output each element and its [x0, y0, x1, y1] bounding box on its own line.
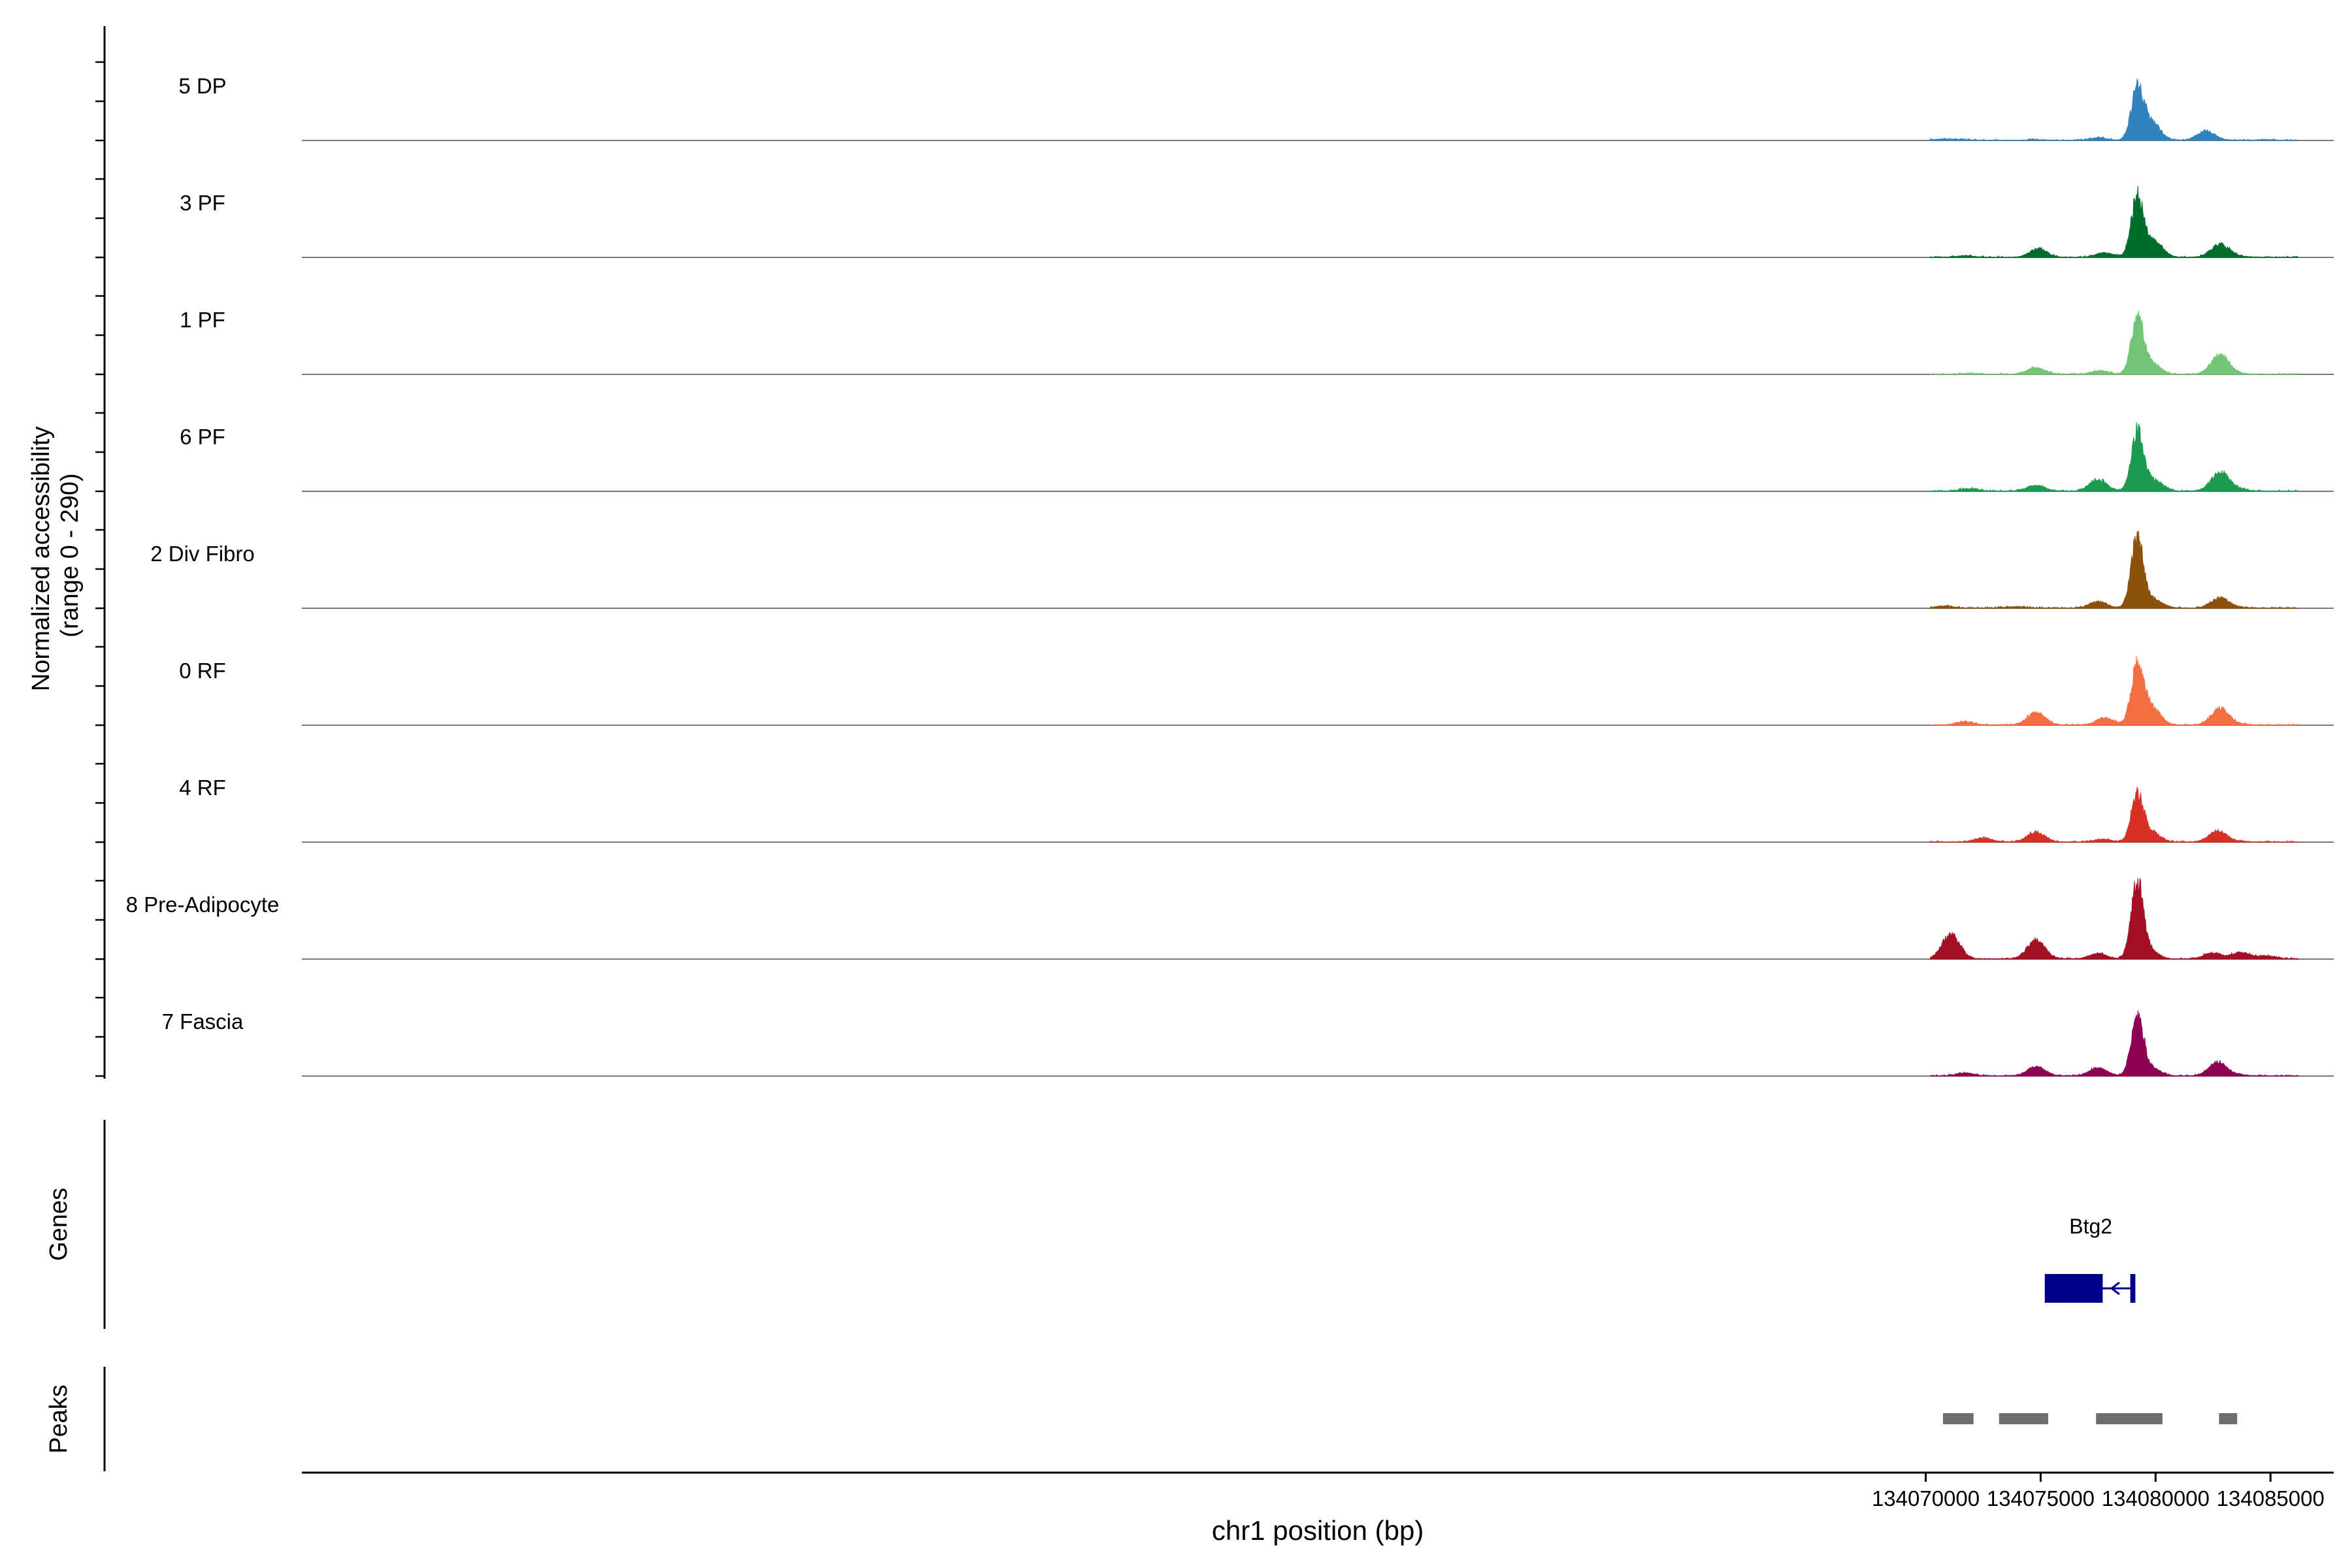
- track-6-pf: 6 PF: [180, 422, 2334, 492]
- gene-exon: [2130, 1274, 2136, 1303]
- x-tick-label: 134075000: [1987, 1486, 2095, 1511]
- gene-exon: [2044, 1274, 2103, 1303]
- track-2-div-fibro: 2 Div Fibro: [150, 531, 2334, 609]
- track-8-pre-adipocyte: 8 Pre-Adipocyte: [126, 877, 2334, 960]
- track-label: 0 RF: [179, 659, 226, 683]
- x-tick-label: 134080000: [2102, 1486, 2210, 1511]
- track-label: 7 Fascia: [162, 1009, 244, 1034]
- peak-bar: [1942, 1413, 1974, 1424]
- track-label: 3 PF: [180, 191, 225, 215]
- track-signal: [1930, 310, 2299, 375]
- track-signal: [1930, 531, 2298, 609]
- track-label: 1 PF: [180, 308, 225, 332]
- track-signal: [1930, 877, 2299, 960]
- y-axis-label: Normalized accessibility (range 0 - 290): [27, 419, 84, 691]
- peaks-track-label: Peaks: [45, 1384, 73, 1454]
- x-axis-label: chr1 position (bp): [1212, 1515, 1424, 1546]
- peaks-track: Peaks: [45, 1367, 2238, 1471]
- track-signal: [1930, 78, 2298, 141]
- track-signal: [1930, 186, 2299, 258]
- track-signal: [1930, 422, 2300, 492]
- track-3-pf: 3 PF: [180, 186, 2334, 258]
- track-7-fascia: 7 Fascia: [162, 1009, 2334, 1077]
- track-signal: [1930, 1010, 2299, 1077]
- gene-strand-arrow: [2110, 1281, 2120, 1296]
- track-1-pf: 1 PF: [180, 308, 2334, 375]
- x-tick-label: 134070000: [1872, 1486, 1980, 1511]
- peak-bar: [2219, 1413, 2238, 1424]
- genes-track-label: Genes: [45, 1188, 73, 1261]
- gene-name-label: Btg2: [2069, 1215, 2112, 1238]
- gene-btg2: Btg2: [2044, 1215, 2136, 1303]
- track-label: 6 PF: [180, 425, 225, 449]
- genes-track: Genes Btg2: [45, 1120, 2136, 1329]
- track-label: 8 Pre-Adipocyte: [126, 892, 280, 917]
- y-axis-label-line1: Normalized accessibility: [27, 427, 55, 691]
- track-label: 4 RF: [179, 776, 226, 800]
- x-tick-label: 134085000: [2217, 1486, 2325, 1511]
- track-label: 2 Div Fibro: [150, 542, 255, 566]
- track-label: 5 DP: [178, 74, 226, 98]
- track-5-dp: 5 DP: [178, 74, 2334, 141]
- track-4-rf: 4 RF: [179, 776, 2334, 843]
- track-0-rf: 0 RF: [179, 655, 2334, 726]
- peak-bar: [1999, 1413, 2049, 1424]
- y-axis-label-line2: (range 0 - 290): [56, 473, 84, 637]
- track-signal: [1930, 786, 2299, 843]
- coverage-y-axis: [95, 26, 106, 1079]
- coverage-tracks: 5 DP 3 PF 1 PF 6 PF 2 Div Fibro 0 RF 4 RF 8 Pre…: [126, 74, 2334, 1077]
- peak-bar: [2096, 1413, 2163, 1424]
- track-signal: [1930, 655, 2298, 726]
- x-axis: chr1 position (bp) 134070000 134075000 134…: [302, 1471, 2334, 1546]
